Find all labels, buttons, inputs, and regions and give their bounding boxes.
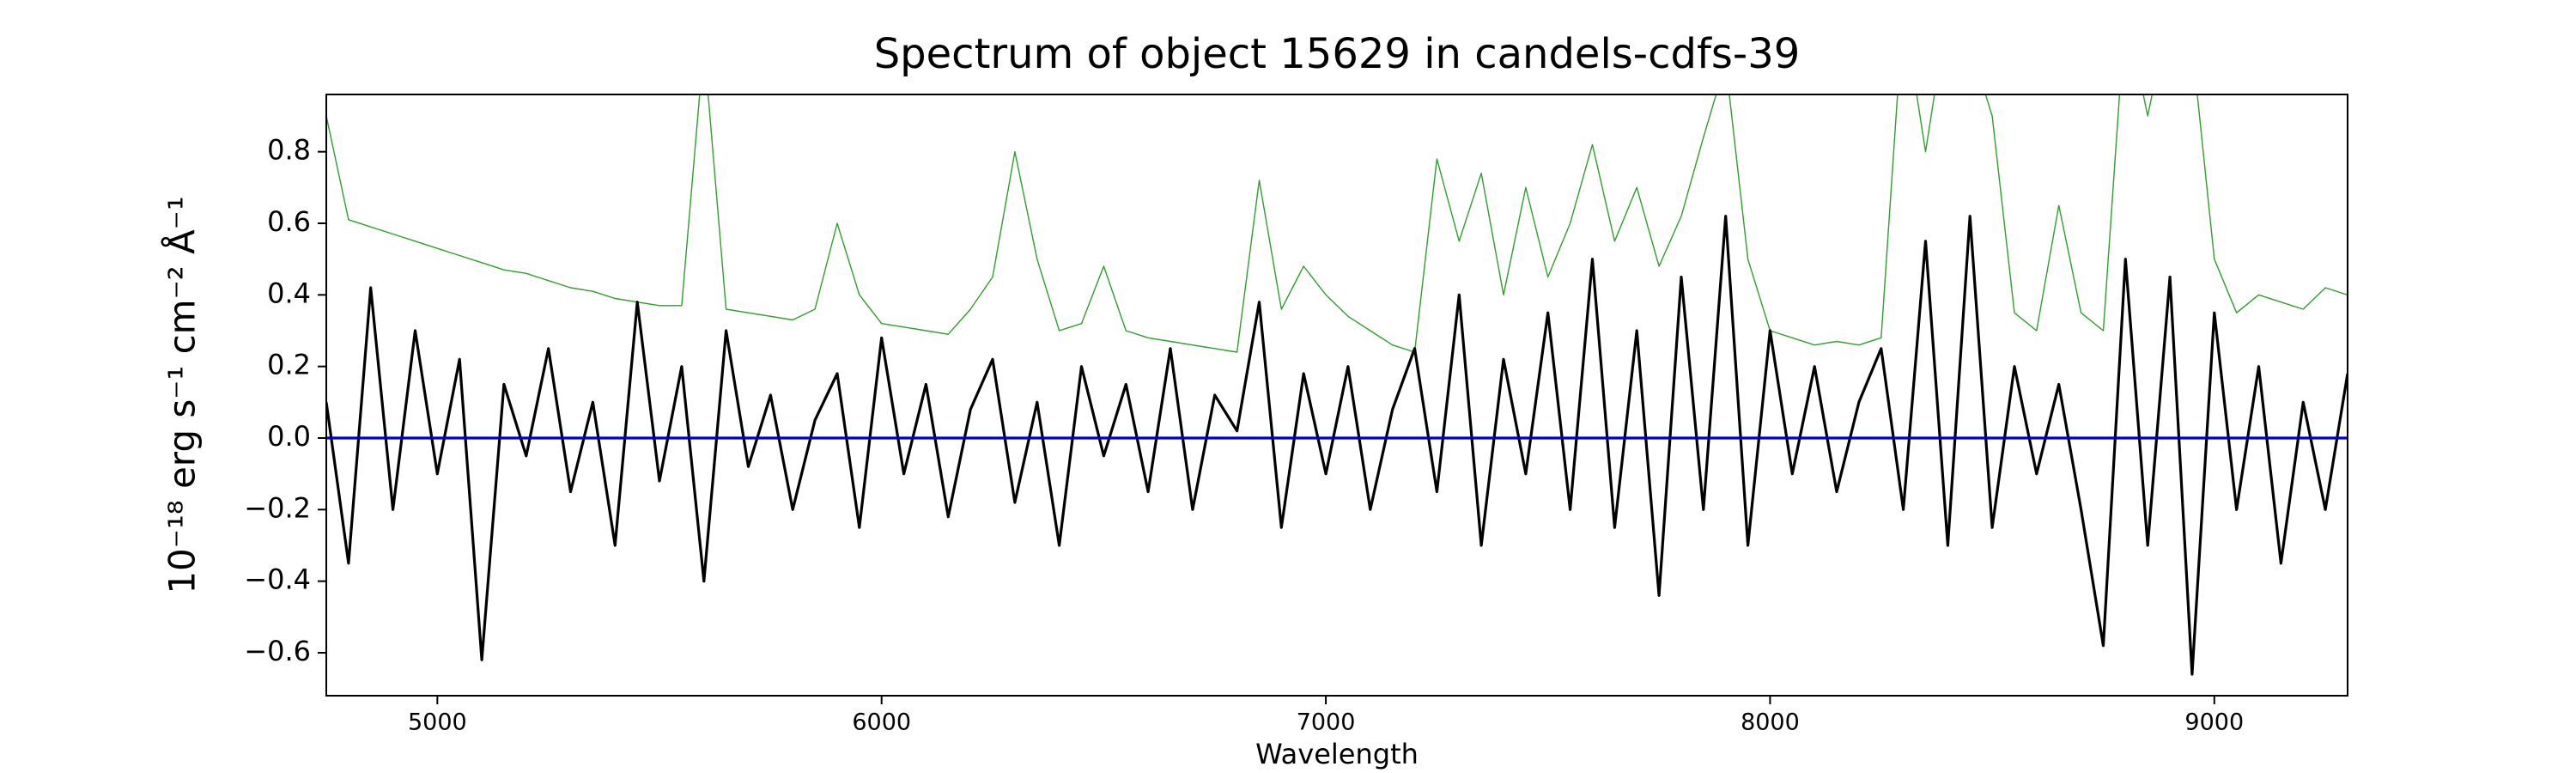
chart-title: Spectrum of object 15629 in candels-cdfs… — [874, 30, 1801, 78]
plot-frame — [325, 94, 2348, 697]
spectrum-line — [326, 215, 2348, 676]
y-tick-label: −0.2 — [244, 491, 311, 524]
x-tick-label: 8000 — [1741, 709, 1800, 736]
x-tick-label: 7000 — [1297, 709, 1356, 736]
y-tick-label: −0.4 — [244, 563, 311, 596]
y-tick-label: 0.2 — [267, 349, 311, 381]
y-tick-label: −0.6 — [244, 635, 311, 667]
x-tick-label: 5000 — [408, 709, 467, 736]
y-tick-label: 0.0 — [267, 420, 311, 453]
y-tick-label: 0.8 — [267, 134, 311, 167]
y-axis-label: 10⁻¹⁸ erg s⁻¹ cm⁻² Å⁻¹ — [161, 196, 204, 593]
y-tick-label: 0.6 — [267, 205, 311, 238]
x-tick-label: 9000 — [2184, 709, 2244, 736]
x-axis-label: Wavelength — [1255, 738, 1419, 770]
y-tick-label: 0.4 — [267, 277, 311, 309]
spectrum-line — [326, 94, 2348, 353]
plot-area — [326, 94, 2348, 676]
x-tick-label: 6000 — [852, 709, 911, 736]
